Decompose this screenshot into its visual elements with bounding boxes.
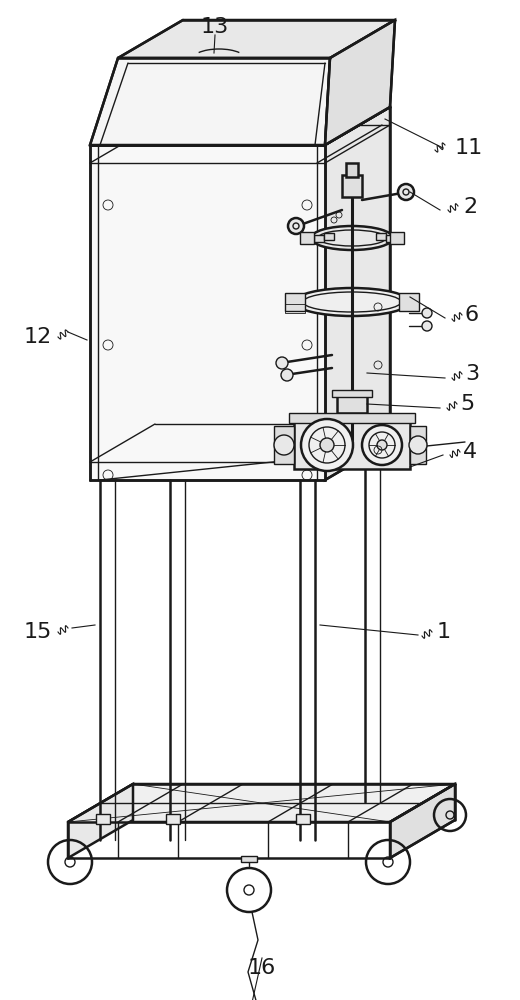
Polygon shape <box>325 107 390 480</box>
Bar <box>314 235 324 242</box>
Bar <box>296 814 310 824</box>
Text: 12: 12 <box>24 327 52 347</box>
Bar <box>274 426 294 464</box>
Text: 1: 1 <box>437 622 451 642</box>
Bar <box>337 395 367 413</box>
Circle shape <box>301 419 353 471</box>
Circle shape <box>320 438 334 452</box>
Bar <box>166 814 180 824</box>
Circle shape <box>276 357 288 369</box>
Polygon shape <box>68 784 133 858</box>
Text: 6: 6 <box>465 305 479 325</box>
Circle shape <box>398 184 414 200</box>
Bar <box>342 175 362 197</box>
Text: 15: 15 <box>23 622 52 642</box>
Text: 13: 13 <box>201 17 229 37</box>
Text: 16: 16 <box>248 958 276 978</box>
Polygon shape <box>68 784 455 822</box>
Bar <box>386 235 396 242</box>
Text: 4: 4 <box>463 442 477 462</box>
Text: 2: 2 <box>463 197 477 217</box>
Circle shape <box>422 321 432 331</box>
Bar <box>96 814 110 824</box>
Polygon shape <box>90 107 390 145</box>
Circle shape <box>409 436 427 454</box>
Bar <box>241 856 257 862</box>
Bar <box>324 233 334 240</box>
Bar <box>410 426 426 464</box>
Bar <box>332 390 372 397</box>
Polygon shape <box>90 58 330 145</box>
Bar <box>300 232 314 244</box>
Circle shape <box>274 435 294 455</box>
Circle shape <box>377 440 387 450</box>
Bar <box>390 232 404 244</box>
Bar <box>346 163 358 177</box>
Circle shape <box>288 218 304 234</box>
Polygon shape <box>390 784 455 858</box>
Circle shape <box>362 425 402 465</box>
Ellipse shape <box>294 288 410 316</box>
Circle shape <box>281 369 293 381</box>
Bar <box>376 233 386 240</box>
Bar <box>285 293 305 311</box>
Bar <box>294 421 410 469</box>
Bar <box>285 304 305 313</box>
Circle shape <box>422 308 432 318</box>
Text: 5: 5 <box>460 394 474 414</box>
Bar <box>399 293 419 311</box>
Text: 11: 11 <box>455 138 483 158</box>
Polygon shape <box>118 20 395 58</box>
Bar <box>289 413 415 423</box>
Polygon shape <box>325 20 395 145</box>
Text: 3: 3 <box>465 364 479 384</box>
Ellipse shape <box>311 226 393 250</box>
Polygon shape <box>90 145 325 480</box>
